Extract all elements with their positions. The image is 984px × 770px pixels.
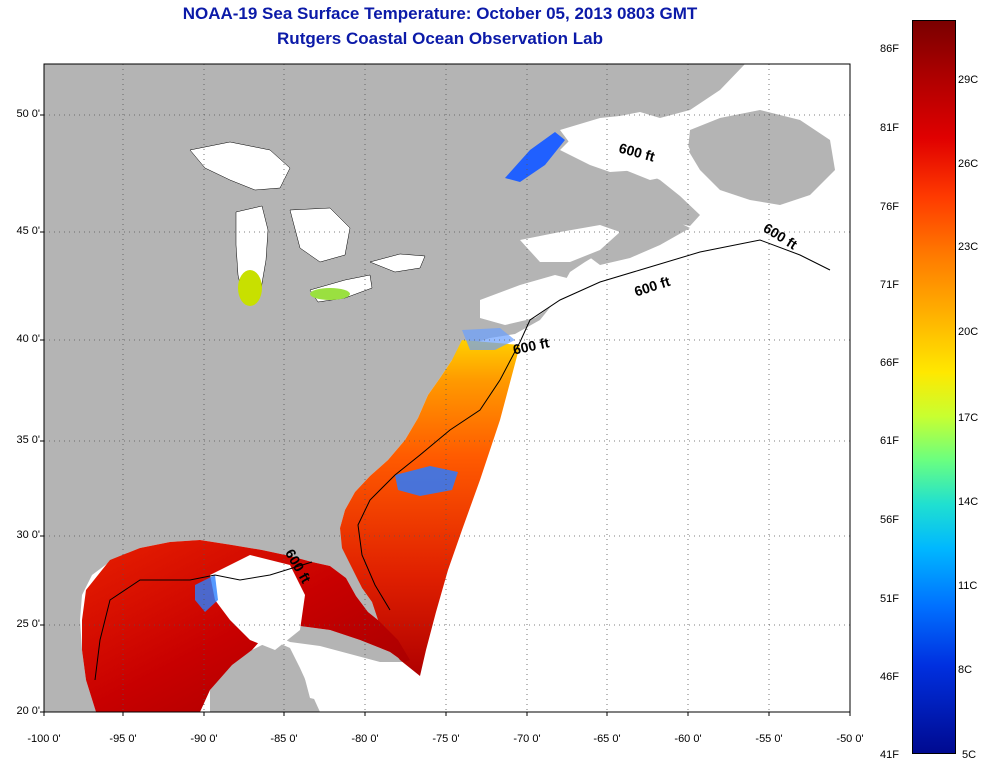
lon-label: -70 0' — [513, 733, 541, 745]
st-lawrence-sst — [505, 132, 565, 182]
land-north-america — [44, 64, 745, 712]
map-subtitle: Rutgers Coastal Ocean Observation Lab — [277, 29, 603, 48]
colorbar-c-label: 29C — [958, 74, 979, 86]
land-yucatan — [210, 640, 320, 712]
lat-label: 50 0' — [16, 108, 40, 120]
colorbar-f-label: 56F — [880, 514, 899, 526]
colorbar-c-label: 14C — [958, 496, 979, 508]
colorbar-c-label: 23C — [958, 241, 979, 253]
lon-label: -65 0' — [593, 733, 621, 745]
lat-label: 20 0' — [16, 705, 40, 717]
lon-label: -50 0' — [836, 733, 864, 745]
lon-label: -60 0' — [674, 733, 702, 745]
colorbar-f-label: 41F — [880, 749, 899, 761]
contour-label: 600 ft — [511, 334, 550, 357]
isobath-600ft — [94, 239, 831, 681]
lon-label: -85 0' — [270, 733, 298, 745]
map-title: NOAA-19 Sea Surface Temperature: October… — [182, 4, 698, 23]
lat-label: 35 0' — [16, 434, 40, 446]
lon-label: -90 0' — [190, 733, 218, 745]
gulf-maine — [480, 275, 575, 325]
lat-label: 40 0' — [16, 333, 40, 345]
caribbean-cloud — [300, 650, 370, 705]
colorbar-f-label: 51F — [880, 593, 899, 605]
lake-huron — [289, 207, 351, 263]
colorbar-c-label: 17C — [958, 412, 979, 424]
colorbar-c-label: 20C — [958, 326, 979, 338]
gulf-st-lawrence — [560, 114, 690, 180]
colorbar-f-label: 76F — [880, 201, 899, 213]
colorbar-c-label: 26C — [958, 158, 979, 170]
atlantic-canada-shelf — [520, 225, 620, 262]
land-newfoundland — [688, 110, 835, 205]
atlantic-cool-patch — [395, 466, 458, 496]
gulf-cool-edge — [195, 575, 218, 612]
lake-superior — [189, 141, 291, 191]
colorbar-c-label: 11C — [958, 580, 978, 592]
lon-label: -80 0' — [351, 733, 379, 745]
land-cuba — [268, 626, 404, 662]
lat-label: 45 0' — [16, 225, 40, 237]
colorbar-c-label: 5C — [962, 749, 977, 761]
colorbar-f-label: 71F — [880, 279, 899, 291]
colorbar-c-label: 8C — [958, 664, 973, 676]
lat-label: 25 0' — [16, 618, 40, 630]
temperature-colorbar — [912, 20, 956, 754]
map-graticule — [44, 64, 850, 712]
colorbar-f-label: 61F — [880, 435, 899, 447]
lake-michigan-sst — [238, 270, 262, 306]
lon-label: -55 0' — [755, 733, 783, 745]
colorbar-f-label: 66F — [880, 357, 899, 369]
lon-label: -75 0' — [432, 733, 460, 745]
land-nova-scotia — [580, 218, 690, 265]
coastal-cool-patch — [462, 328, 515, 350]
lon-label: -95 0' — [109, 733, 137, 745]
lake-erie-sst — [310, 288, 350, 300]
colorbar-f-label: 86F — [880, 43, 899, 55]
colorbar-f-label: 81F — [880, 122, 899, 134]
lat-label: 30 0' — [16, 529, 40, 541]
lake-ontario — [369, 253, 426, 273]
colorbar-f-label: 46F — [880, 671, 899, 683]
atlantic-sst-swath — [340, 340, 520, 676]
lon-label: -100 0' — [27, 733, 61, 745]
